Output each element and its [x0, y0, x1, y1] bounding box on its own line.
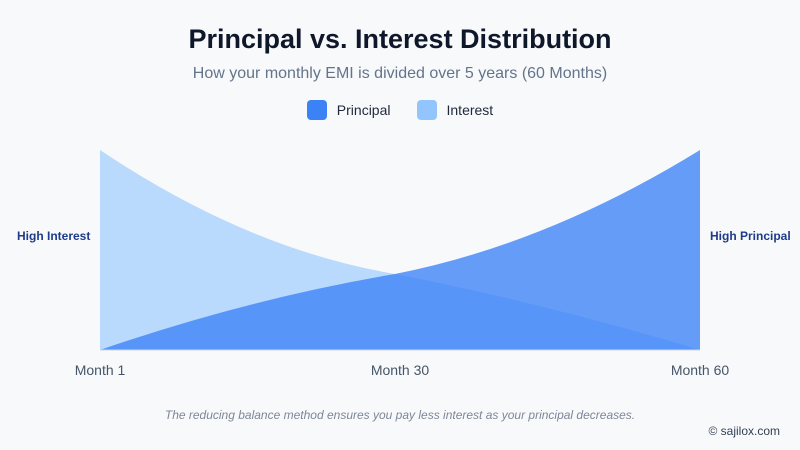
footnote: The reducing balance method ensures you …	[164, 408, 636, 422]
annotation-high-interest: High Interest	[17, 229, 91, 243]
chart-subtitle: How your monthly EMI is divided over 5 y…	[192, 65, 608, 82]
legend-swatch-principal	[306, 100, 327, 120]
x-tick-label-month-60: Month 60	[670, 362, 730, 378]
legend-item-principal: Principal	[306, 100, 391, 120]
legend-item-interest: Interest	[416, 100, 494, 120]
x-tick-label-month-30: Month 30	[370, 362, 430, 378]
legend-label-interest: Interest	[446, 102, 494, 118]
annotation-high-principal: High Principal	[710, 229, 791, 243]
legend-label-principal: Principal	[336, 102, 391, 118]
credit: © sajilox.com	[708, 424, 780, 438]
legend-swatch-interest	[416, 100, 437, 120]
x-tick-label-month-1: Month 1	[74, 362, 126, 378]
chart-title: Principal vs. Interest Distribution	[188, 24, 612, 54]
area-series-interest	[100, 150, 700, 350]
legend: Principal Interest	[0, 100, 800, 120]
area-series-principal	[100, 150, 700, 350]
